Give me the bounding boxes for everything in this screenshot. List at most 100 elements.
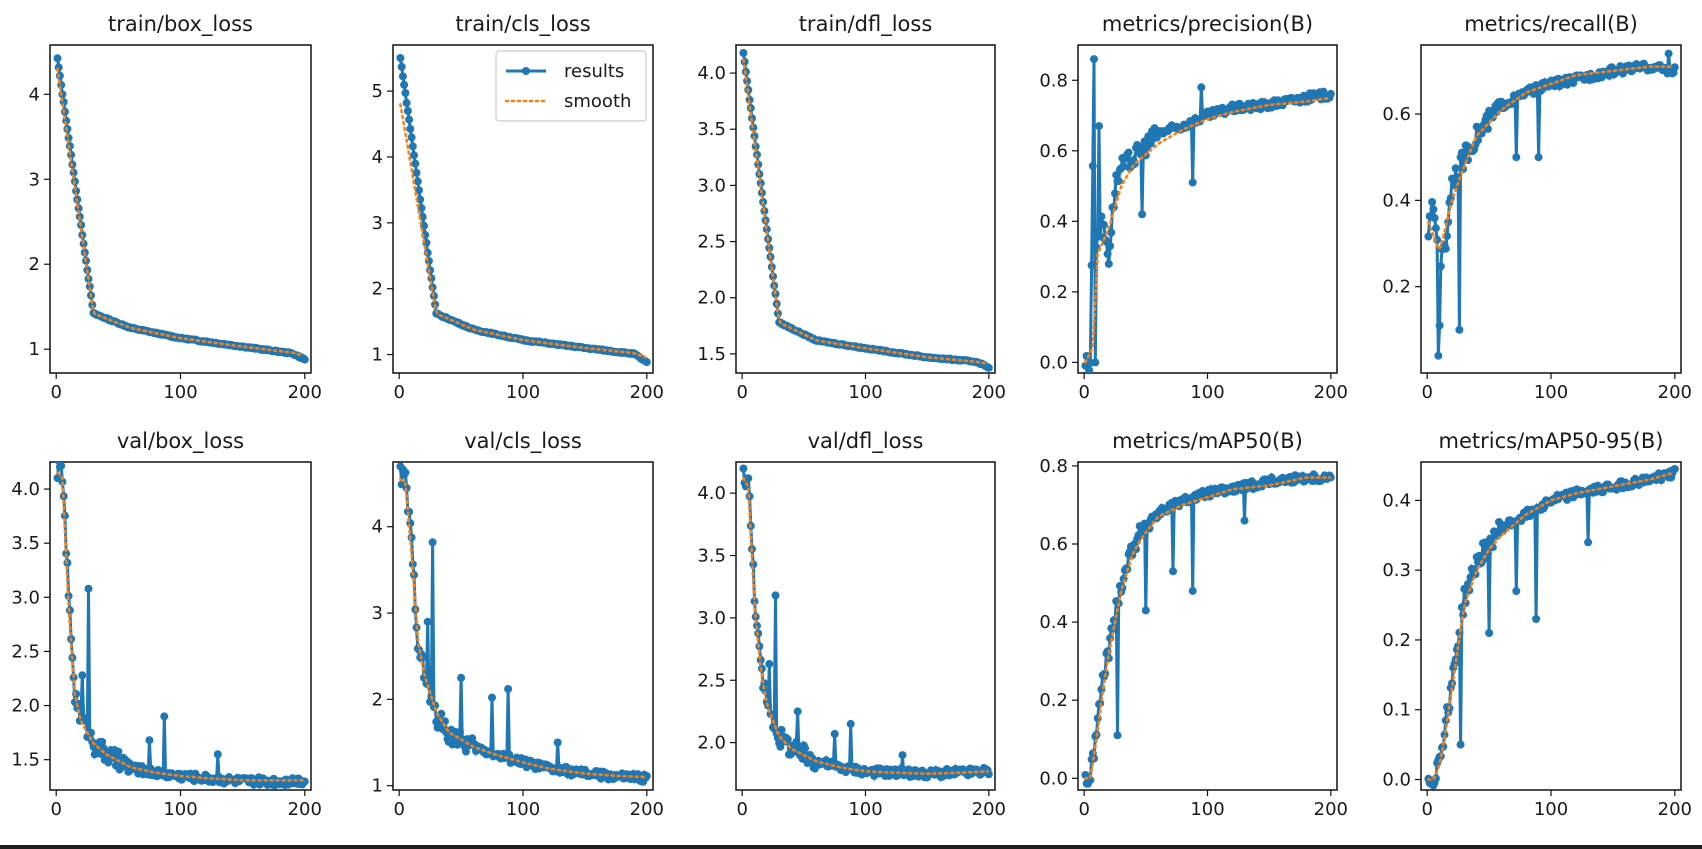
y-tick-label: 4.0: [697, 63, 726, 84]
train-box-loss-plot-area: [53, 54, 309, 364]
results-point: [1107, 228, 1116, 237]
results-point: [300, 355, 309, 364]
results-point: [1435, 321, 1444, 330]
y-tick-label: 2: [372, 689, 383, 710]
results-point: [160, 712, 169, 721]
results-point: [84, 584, 93, 593]
metrics-precision-panel: metrics/precision(B) 0 100 200 0.0 0.2 0.4 0.6 0…: [1039, 12, 1348, 403]
y-tick-label: 4: [372, 147, 383, 168]
x-tick-label: 0: [50, 382, 61, 403]
results-point: [642, 358, 651, 367]
results-point: [413, 177, 422, 186]
results-point: [1119, 162, 1128, 171]
results-point: [1436, 262, 1445, 271]
results-point: [82, 715, 90, 724]
x-tick-label: 200: [630, 799, 664, 820]
results-point: [468, 734, 477, 743]
y-tick-label: 0.2: [1382, 630, 1411, 651]
results-point: [1114, 177, 1123, 185]
results-point: [1584, 538, 1593, 547]
results-point: [98, 737, 107, 746]
smooth-series-line: [1084, 96, 1331, 364]
results-point: [1319, 87, 1328, 96]
x-tick-label: 0: [393, 382, 404, 403]
results-point: [898, 751, 907, 760]
y-tick-label: 0.8: [1039, 70, 1068, 91]
y-tick-label: 0.2: [1039, 690, 1068, 711]
results-point: [1240, 516, 1249, 525]
smooth-series-line: [399, 103, 647, 359]
results-point: [846, 719, 855, 728]
val-cls-loss-title: val/cls_loss: [464, 429, 582, 454]
y-tick-label: 0.4: [1039, 211, 1068, 232]
results-point: [984, 363, 993, 372]
results-point: [406, 124, 415, 133]
results-point: [457, 673, 466, 682]
metrics-recall-plot-area: [1424, 49, 1679, 360]
results-point: [771, 591, 780, 600]
results-series-line: [1083, 470, 1333, 786]
results-point: [411, 159, 420, 168]
y-tick-label: 3.5: [697, 546, 726, 567]
results-point: [57, 462, 66, 470]
results-point: [1113, 731, 1122, 740]
y-tick-label: 3: [29, 169, 40, 190]
results-point: [1103, 249, 1112, 258]
x-tick-label: 200: [1658, 799, 1692, 820]
results-point: [1455, 325, 1464, 334]
x-tick-label: 100: [1190, 799, 1224, 820]
results-point: [400, 80, 409, 89]
legend-results-marker: [522, 67, 530, 75]
results-point: [1429, 205, 1438, 214]
train-cls-loss-plot-area: [396, 54, 651, 367]
x-tick-label: 0: [1078, 382, 1089, 403]
results-point: [401, 88, 410, 97]
y-tick-label: 0.2: [1382, 277, 1411, 298]
x-tick-label: 200: [1314, 382, 1348, 403]
results-point: [1431, 224, 1440, 233]
results-point: [773, 309, 782, 318]
results-point: [455, 727, 464, 736]
results-point: [408, 142, 417, 151]
results-point: [405, 115, 414, 124]
results-point: [1532, 615, 1541, 623]
results-point: [1169, 567, 1177, 576]
results-point: [1443, 232, 1451, 241]
smooth-series-line: [742, 58, 989, 366]
x-tick-label: 200: [972, 382, 1006, 403]
results-point: [1485, 629, 1494, 637]
x-tick-label: 100: [848, 382, 882, 403]
results-series-line: [56, 462, 306, 790]
y-tick-label: 2.0: [11, 696, 40, 717]
results-point: [55, 71, 64, 80]
val-dfl-loss-plot-area: [739, 464, 993, 783]
y-tick-label: 2.5: [697, 670, 726, 691]
results-point: [396, 54, 405, 62]
train-dfl-loss-title: train/dfl_loss: [799, 12, 933, 37]
legend-box: [495, 50, 647, 122]
y-tick-label: 0.4: [1039, 612, 1068, 633]
y-tick-label: 0.3: [1382, 560, 1411, 581]
metrics-map50-plot-area: [1081, 470, 1335, 788]
val-dfl-loss-title: val/dfl_loss: [808, 429, 924, 454]
y-tick-label: 0.6: [1039, 534, 1068, 555]
metrics-map50-panel: metrics/mAP50(B) 0 100 200 0.0 0.2 0.4 0.6 0.8: [1039, 429, 1348, 820]
results-point: [765, 660, 774, 668]
y-tick-label: 0.8: [1039, 456, 1068, 477]
y-tick-label: 4: [372, 517, 383, 538]
x-tick-label: 100: [506, 382, 540, 403]
results-point: [213, 750, 222, 759]
y-tick-label: 0.6: [1039, 141, 1068, 162]
results-point: [1457, 148, 1466, 157]
results-point: [401, 468, 410, 477]
results-point: [1670, 465, 1679, 473]
val-cls-loss-panel: val/cls_loss 0 100 200 1 2 3 4: [372, 429, 664, 820]
results-point: [504, 685, 513, 693]
train-cls-loss-title: train/cls_loss: [455, 12, 590, 37]
results-point: [1512, 587, 1521, 596]
legend-smooth-label: smooth: [564, 91, 631, 112]
x-tick-label: 100: [506, 799, 540, 820]
x-tick-label: 100: [1534, 382, 1568, 403]
results-point: [1569, 79, 1578, 87]
smooth-series-line: [742, 476, 989, 775]
